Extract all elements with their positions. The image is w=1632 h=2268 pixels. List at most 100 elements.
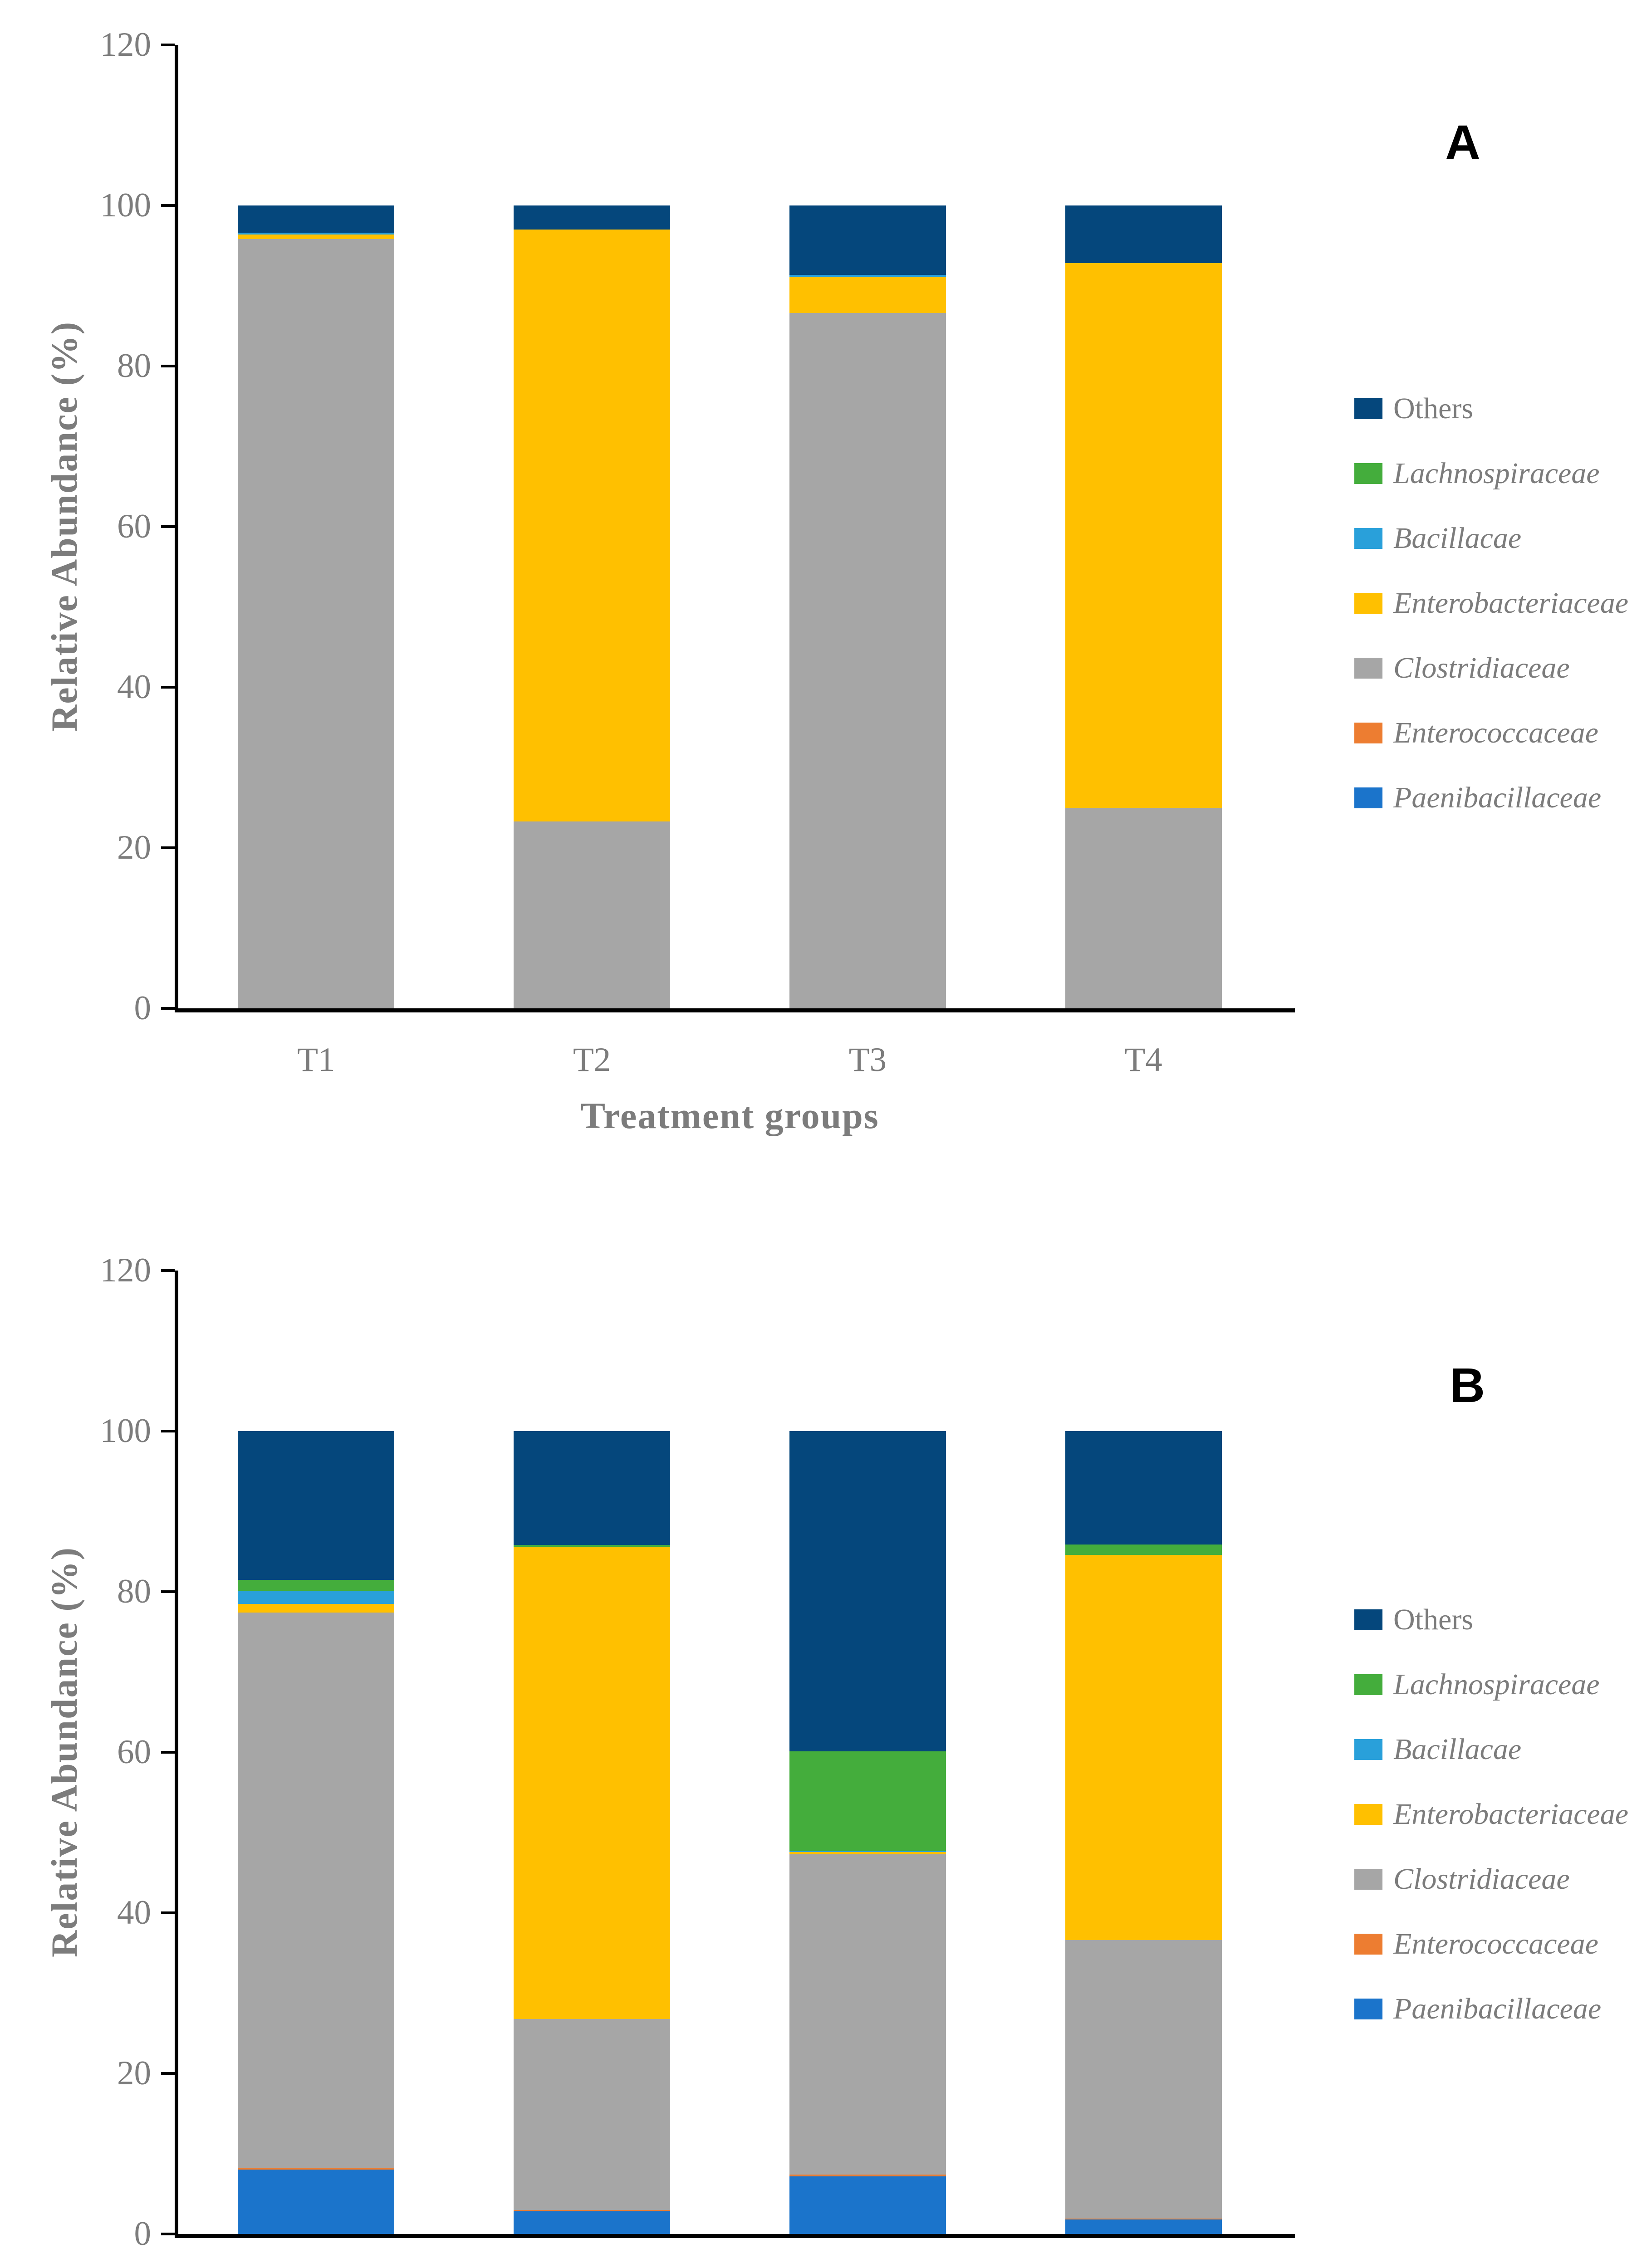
y-tick-label: 0 — [134, 989, 152, 1027]
bar-segment-clostridiaceae — [1065, 1940, 1222, 2219]
bar-segment-bacillacae — [789, 1851, 946, 1853]
chart-a-plot: 0 20 40 60 80 100 120 T1 T2 T3 T4 — [100, 26, 1295, 1079]
y-tick-mark — [161, 1269, 175, 1272]
bar-segment-lachnospiraceae — [238, 1579, 395, 1591]
bar-segment-enterobacteriaceae — [514, 1546, 671, 2019]
legend-label: Lachnospiraceae — [1393, 1667, 1600, 1701]
y-axis-line — [175, 45, 178, 1012]
y-axis-line — [175, 1271, 178, 2238]
bar-t1 — [238, 205, 395, 1008]
legend-swatch-icon — [1354, 657, 1382, 679]
bar-t4 — [1065, 205, 1222, 1008]
bar-segment-clostridiaceae — [514, 2019, 671, 2210]
chart-b-plot: 0 20 40 60 80 100 120 T1 T2 T3 T4 — [0, 1193, 1632, 2268]
bar-segment-others — [789, 205, 946, 275]
y-tick-mark — [161, 1430, 175, 1432]
legend-swatch-icon — [1354, 1933, 1382, 1955]
legend-item-lachnospiraceae: Lachnospiraceae — [1354, 1652, 1628, 1717]
chart-a-y-axis-title: Relative Abundance (%) — [44, 321, 85, 732]
legend-swatch-icon — [1354, 592, 1382, 614]
panel-b: 0 20 40 60 80 100 120 T1 T2 T3 T4 Relative Abundan… — [0, 1193, 1632, 2268]
legend-label: Paenibacillaceae — [1393, 1992, 1602, 2025]
bar-segment-others — [514, 1431, 671, 1545]
legend-swatch-icon — [1354, 787, 1382, 808]
bar-t3 — [789, 1431, 946, 2234]
y-tick-label: 100 — [100, 1412, 152, 1450]
y-tick-mark — [161, 846, 175, 849]
legend-label: Enterobacteriaceae — [1393, 586, 1629, 620]
legend-label: Enterococcaceae — [1393, 1927, 1598, 1960]
y-tick-mark — [161, 686, 175, 689]
y-tick-mark — [161, 1911, 175, 1914]
y-tick-label: 60 — [117, 508, 151, 545]
bar-t3 — [789, 205, 946, 1008]
legend-item-lachnospiraceae: Lachnospiraceae — [1354, 441, 1628, 506]
legend-swatch-icon — [1354, 398, 1382, 419]
y-tick-mark — [161, 44, 175, 46]
legend-label: Others — [1393, 1603, 1473, 1636]
x-tick-label-t1: T1 — [297, 1041, 335, 1079]
y-tick-label: 80 — [117, 347, 151, 385]
legend-label: Clostridiaceae — [1393, 1862, 1570, 1896]
bar-segment-enterococcaceae — [789, 2175, 946, 2176]
bar-segment-clostridiaceae — [238, 1613, 395, 2168]
legend-item-bacillacae: Bacillacae — [1354, 1717, 1628, 1782]
bar-segment-others — [238, 1431, 395, 1580]
bar-segment-enterobacteriaceae — [1065, 1554, 1222, 1941]
y-tick-label: 40 — [117, 1894, 151, 1931]
bar-segment-others — [1065, 1431, 1222, 1545]
bar-segment-lachnospiraceae — [514, 1545, 671, 1547]
legend-label: Paenibacillaceae — [1393, 781, 1602, 814]
y-tick-label: 40 — [117, 668, 151, 706]
y-tick-mark — [161, 204, 175, 207]
bar-segment-enterobacteriaceae — [238, 1603, 395, 1613]
legend-swatch-icon — [1354, 1868, 1382, 1890]
panel-a: 0 20 40 60 80 100 120 T1 T2 T3 T4 Relative Abundan… — [44, 26, 1628, 1136]
legend-item-enterococcaceae: Enterococcaceae — [1354, 700, 1628, 765]
bar-segment-enterobacteriaceae — [789, 277, 946, 313]
bar-segment-paenibacillaceae — [1065, 2219, 1222, 2234]
y-tick-label: 80 — [117, 1573, 151, 1610]
legend-item-bacillacae: Bacillacae — [1354, 506, 1628, 571]
bar-segment-others — [789, 1431, 946, 1752]
x-axis-line — [175, 2234, 1295, 2238]
legend-swatch-icon — [1354, 722, 1382, 743]
legend-item-paenibacillaceae: Paenibacillaceae — [1354, 1976, 1628, 2041]
panel-b-letter: B — [1450, 1358, 1485, 1413]
legend-label: Lachnospiraceae — [1393, 456, 1600, 490]
bar-t1 — [238, 1431, 395, 2234]
y-tick-label: 20 — [117, 829, 151, 866]
x-tick-label-t3: T3 — [777, 2267, 958, 2268]
bar-segment-paenibacillaceae — [514, 2211, 671, 2234]
y-tick-mark — [161, 2233, 175, 2235]
bar-t2 — [514, 1431, 671, 2234]
legend-swatch-icon — [1354, 463, 1382, 484]
y-tick-label: 0 — [134, 2215, 152, 2253]
panel-a-letter: A — [1445, 115, 1480, 170]
x-tick-label-t4: T4 — [1124, 1041, 1162, 1079]
y-tick-label: 100 — [100, 186, 152, 224]
legend-item-paenibacillaceae: Paenibacillaceae — [1354, 765, 1628, 830]
bar-segment-lachnospiraceae — [789, 1751, 946, 1851]
legend-label: Enterococcaceae — [1393, 716, 1598, 749]
bar-segment-paenibacillaceae — [238, 2170, 395, 2234]
legend-item-clostridiaceae: Clostridiaceae — [1354, 635, 1628, 700]
bar-t4 — [1065, 1431, 1222, 2234]
legend-item-enterobacteriaceae: Enterobacteriaceae — [1354, 1782, 1628, 1847]
y-tick-mark — [161, 365, 175, 367]
chart-a-x-axis-title: Treatment groups — [580, 1095, 879, 1136]
bar-segment-others — [238, 205, 395, 233]
bar-segment-others — [1065, 205, 1222, 264]
bar-segment-paenibacillaceae — [789, 2176, 946, 2234]
x-axis-line — [175, 1008, 1295, 1012]
chart-b-y-axis-title: Relative Abundance (%) — [44, 1547, 85, 1958]
legend-item-others: Others — [1354, 376, 1628, 441]
legend-swatch-icon — [1354, 528, 1382, 549]
bar-segment-enterococcaceae — [514, 2209, 671, 2212]
bar-segment-clostridiaceae — [514, 821, 671, 1008]
legend-item-enterobacteriaceae: Enterobacteriaceae — [1354, 571, 1628, 635]
y-tick-mark — [161, 525, 175, 528]
y-tick-mark — [161, 1590, 175, 1593]
bar-segment-clostridiaceae — [789, 313, 946, 1008]
bar-segment-bacillacae — [238, 1591, 395, 1604]
